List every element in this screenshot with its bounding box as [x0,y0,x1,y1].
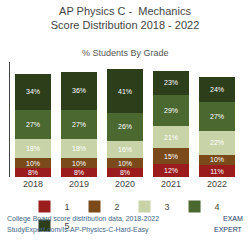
svg-text:5: 5 [65,221,70,231]
svg-text:3: 3 [165,202,170,212]
svg-text:16%: 16% [118,146,132,153]
svg-text:36%: 36% [72,87,86,94]
svg-text:10%: 10% [210,156,224,163]
svg-text:College Board score distributi: College Board score distribution data, 2… [7,215,159,223]
svg-text:22%: 22% [210,139,224,146]
svg-text:23%: 23% [164,79,178,86]
svg-text:41%: 41% [118,88,132,95]
svg-text:15%: 15% [164,153,178,160]
svg-text:2021: 2021 [161,179,181,189]
svg-text:24%: 24% [210,86,224,93]
svg-text:27%: 27% [72,121,86,128]
svg-text:4: 4 [215,202,220,212]
svg-text:2: 2 [115,202,120,212]
svg-text:2019: 2019 [69,179,89,189]
svg-text:% Students By Grade: % Students By Grade [82,48,169,58]
svg-text:EXAM: EXAM [223,215,243,222]
svg-text:8%: 8% [120,169,130,176]
svg-text:10%: 10% [26,160,40,167]
svg-text:AP Physics C - MechanicsScore: AP Physics C - MechanicsScore Distributi… [51,5,200,31]
svg-text:26%: 26% [118,123,132,130]
svg-text:27%: 27% [26,121,40,128]
svg-text:EXPERT: EXPERT [214,226,243,233]
svg-text:29%: 29% [164,107,178,114]
svg-text:2022: 2022 [207,179,227,189]
svg-text:StudyExpert.com/Is-AP-Physics-: StudyExpert.com/Is-AP-Physics-C-Hard-Eas… [7,226,149,234]
svg-text:10%: 10% [72,160,86,167]
svg-text:18%: 18% [26,145,40,152]
svg-text:2018: 2018 [23,179,43,189]
svg-text:34%: 34% [26,88,40,95]
svg-text:1: 1 [65,202,70,212]
svg-text:27%: 27% [210,113,224,120]
svg-text:21%: 21% [164,134,178,141]
svg-text:8%: 8% [28,169,38,176]
svg-text:8%: 8% [74,169,84,176]
svg-text:2020: 2020 [115,179,135,189]
svg-text:10%: 10% [118,160,132,167]
svg-text:12%: 12% [164,167,178,174]
svg-text:18%: 18% [72,145,86,152]
svg-text:11%: 11% [210,168,224,175]
